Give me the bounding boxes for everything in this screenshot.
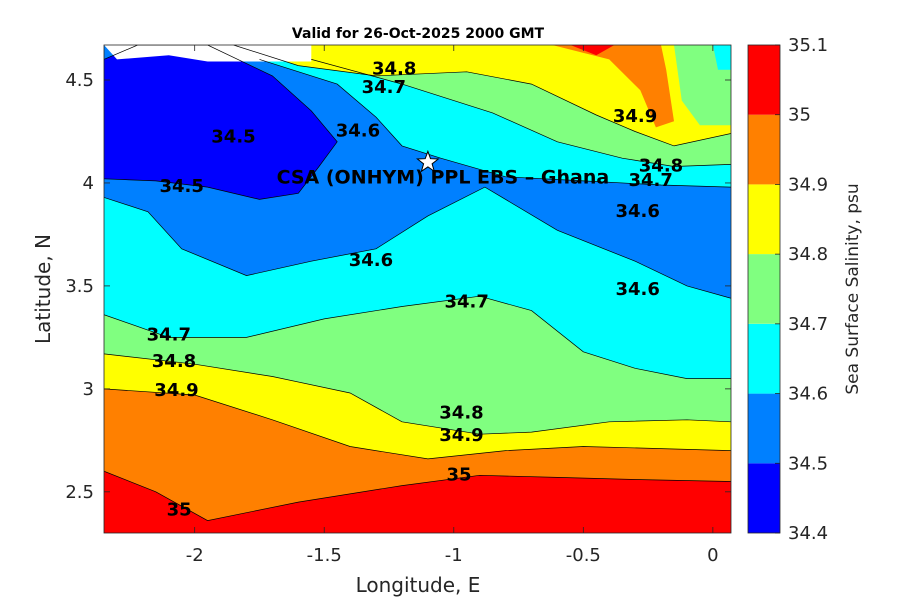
y-tick-label: 2.5 (65, 482, 94, 503)
colorbar-tick-label: 34.5 (788, 453, 828, 474)
colorbar-segment (748, 323, 780, 394)
colorbar-tick-label: 35 (788, 105, 811, 126)
colorbar-segment (748, 463, 780, 533)
plot-frame (103, 44, 732, 534)
contour-label: 34.9 (439, 425, 483, 446)
no-data-area (104, 45, 312, 62)
contour-label: 35 (446, 464, 471, 485)
contour-label: 34.7 (628, 170, 672, 191)
colorbar-segment (748, 184, 780, 255)
colorbar-tick-label: 34.8 (788, 244, 828, 265)
contour-label: 34.9 (613, 106, 657, 127)
y-axis-label: Latitude, N (31, 234, 55, 344)
site-label: CSA (ONHYM) PPL EBS – Ghana (277, 166, 610, 188)
x-tick-label: -1.5 (307, 545, 342, 566)
y-tick-label: 3 (83, 379, 94, 400)
contour-label: 34.7 (362, 77, 406, 98)
contour-line (104, 388, 731, 460)
contour-label: 34.8 (372, 59, 416, 80)
contour-line (104, 186, 731, 299)
y-tick-label: 4 (83, 173, 94, 194)
chart-title: Valid for 26-Oct-2025 2000 GMT (292, 26, 545, 42)
x-axis-label: Longitude, E (356, 573, 481, 597)
contour-label: 34.7 (147, 324, 191, 345)
colorbar-segment (748, 393, 780, 464)
colorbar-segment (748, 254, 780, 324)
colorbar-tick-label: 34.9 (788, 174, 828, 195)
salinity-band (233, 45, 731, 146)
plot-area (104, 45, 731, 533)
contour-label: 34.8 (439, 403, 483, 424)
x-tick-label: -1 (445, 545, 463, 566)
salinity-band (552, 45, 674, 128)
y-tick-label: 4.5 (65, 70, 94, 91)
contour-label: 34.8 (639, 156, 683, 177)
colorbar-segment (748, 114, 780, 185)
site-annotation: CSA (ONHYM) PPL EBS – Ghana (277, 149, 610, 188)
y-tick-label: 3.5 (65, 276, 94, 297)
x-tick-label: 0 (707, 545, 718, 566)
salinity-band-low (104, 45, 338, 200)
contour-label: 35 (167, 499, 192, 520)
colorbar-tick-label: 34.7 (788, 314, 828, 335)
colorbar-tick-label: 34.4 (788, 523, 828, 544)
y-axis: 2.5 3 3.5 4 4.5 (65, 70, 731, 503)
contour-label: 34.6 (336, 121, 380, 142)
x-tick-label: -2 (186, 545, 204, 566)
colorbar-frame (747, 44, 781, 534)
colorbar: 34.4 34.5 34.6 34.7 34.8 34.9 35 35.1 (747, 35, 828, 544)
x-axis: -2 -1.5 -1 -0.5 0 (186, 45, 719, 566)
contour-labels: 34.834.734.634.534.534.934.834.734.634.6… (147, 59, 684, 521)
site-star-marker (416, 149, 440, 173)
salinity-band (570, 45, 615, 56)
contour-label: 34.5 (211, 127, 255, 148)
contour-line (104, 295, 731, 379)
contour-line (311, 59, 731, 167)
contour-label: 34.8 (152, 351, 196, 372)
contour-line (233, 45, 731, 147)
contour-line (104, 45, 338, 200)
salinity-band (712, 45, 731, 70)
contour-label: 34.6 (349, 250, 393, 271)
contour-line (259, 59, 731, 188)
contour-line (104, 353, 731, 435)
colorbar-label: Sea Surface Salinity, psu (843, 183, 863, 394)
contour-label: 34.7 (444, 291, 488, 312)
contour-label: 34.6 (615, 201, 659, 222)
colorbar-segment (748, 45, 780, 115)
contour-label: 34.6 (615, 279, 659, 300)
colorbar-tick-label: 35.1 (788, 35, 828, 56)
contour-line (104, 470, 731, 521)
salinity-band (674, 45, 731, 126)
x-tick-label: -0.5 (566, 545, 601, 566)
contour-label: 34.5 (159, 176, 203, 197)
colorbar-tick-label: 34.6 (788, 384, 828, 405)
contour-label: 34.9 (154, 380, 198, 401)
